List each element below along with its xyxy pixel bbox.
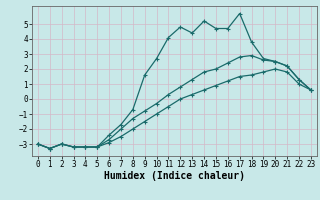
X-axis label: Humidex (Indice chaleur): Humidex (Indice chaleur) xyxy=(104,171,245,181)
